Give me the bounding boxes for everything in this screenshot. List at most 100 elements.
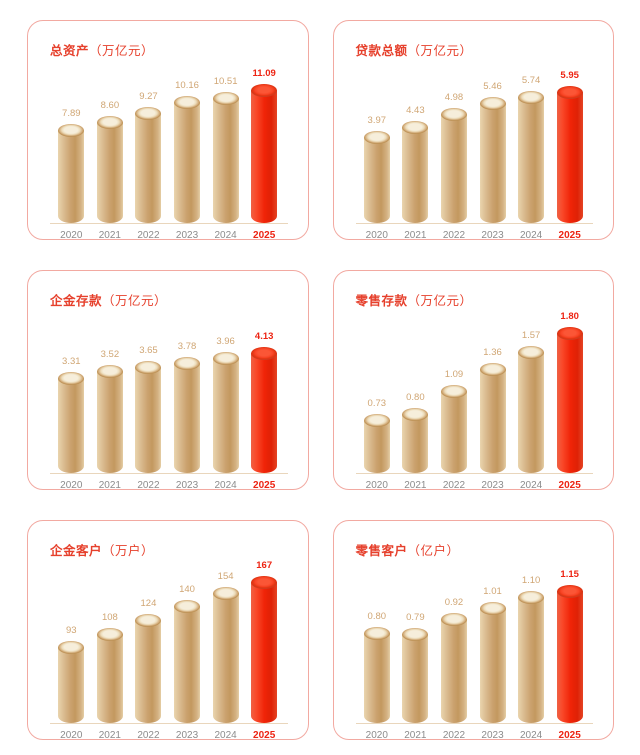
year-label: 2021 <box>404 730 427 740</box>
axis-line <box>355 723 593 724</box>
value-label: 3.31 <box>62 355 81 367</box>
year-label: 2022 <box>137 480 160 490</box>
cylinder-top <box>135 361 162 375</box>
year-label-highlight: 2025 <box>253 230 276 240</box>
value-label-highlight: 167 <box>256 559 273 571</box>
chart-title: 总资产（万亿元） <box>50 43 294 59</box>
value-label-highlight: 4.13 <box>254 330 274 342</box>
year-label: 2024 <box>214 230 237 240</box>
cylinder-top <box>518 591 545 604</box>
value-label: 10.16 <box>175 80 199 91</box>
bar-cylinder <box>58 371 85 473</box>
year-label: 2023 <box>175 480 199 490</box>
year-label: 2023 <box>481 730 504 740</box>
cylinder-top <box>518 90 545 104</box>
bar-cylinder <box>402 408 429 473</box>
value-label: 5.74 <box>521 74 541 86</box>
value-label: 0.92 <box>444 596 464 608</box>
bar-column: 1.01 <box>473 586 512 723</box>
value-label: 3.52 <box>100 349 120 361</box>
chart-title: 企金客户（万户） <box>50 543 294 559</box>
axis-line <box>50 223 288 224</box>
cylinder-body <box>440 114 467 223</box>
bar-column: 93 <box>52 625 91 723</box>
value-label: 3.78 <box>177 341 197 353</box>
value-label: 0.80 <box>367 611 387 622</box>
cylinder-body <box>96 371 123 473</box>
bar-column: 9.27 <box>129 91 168 223</box>
bar-cylinder <box>479 362 506 473</box>
value-label: 9.27 <box>139 91 158 103</box>
cylinder-body <box>363 419 390 473</box>
year-label: 2023 <box>481 480 504 490</box>
chart-title: 零售客户（亿户） <box>356 543 600 559</box>
bar-column: 3.52 <box>91 349 130 473</box>
chart-card: 企金存款（万亿元） 3.31 3.52 3.65 3.78 3.96 4.13 2020 2… <box>27 270 309 490</box>
charts-grid: 总资产（万亿元） 7.89 8.60 9.27 10.16 10.51 11.09 202… <box>27 20 614 740</box>
cylinder-body <box>251 90 278 223</box>
value-label: 154 <box>217 571 234 583</box>
year-label: 2021 <box>98 730 121 740</box>
bar-column: 10.51 <box>206 76 245 223</box>
cylinder-body <box>479 607 506 723</box>
bar-cylinder <box>174 599 201 723</box>
bar-cylinder <box>518 345 545 473</box>
cylinder-top <box>440 384 467 398</box>
bar-cylinder <box>174 357 201 473</box>
value-label: 0.73 <box>367 397 387 409</box>
cylinder-top <box>135 107 162 121</box>
cylinder-top <box>479 601 506 615</box>
value-label: 3.97 <box>367 115 387 127</box>
value-label: 0.79 <box>406 612 425 624</box>
bar-cylinder <box>212 351 239 473</box>
chart-title-unit: （万户） <box>102 544 155 558</box>
year-label-highlight: 2025 <box>558 730 581 740</box>
bar-column: 4.13 <box>245 331 284 473</box>
bar-cylinder-highlight <box>556 327 583 473</box>
bar-column: 0.80 <box>396 392 435 473</box>
year-label: 2022 <box>137 230 160 240</box>
bar-column: 5.95 <box>550 70 589 223</box>
bar-column: 108 <box>91 612 130 723</box>
year-label: 2024 <box>519 730 543 740</box>
chart-title-unit: （万亿元） <box>407 294 473 308</box>
value-label: 108 <box>101 611 118 623</box>
bar-cylinder <box>518 90 545 223</box>
value-label: 0.80 <box>406 392 425 404</box>
cylinder-body <box>212 97 239 223</box>
bar-cylinder <box>440 108 467 223</box>
cylinder-body <box>212 357 239 473</box>
chart-title-unit: （万亿元） <box>102 294 168 308</box>
cylinder-body <box>479 368 506 473</box>
plot-area: 93 108 124 140 154 167 <box>52 559 284 723</box>
year-label: 2022 <box>442 480 466 490</box>
cylinder-body <box>58 377 85 473</box>
year-label: 2020 <box>60 230 83 240</box>
value-label: 3.65 <box>139 345 158 357</box>
bar-cylinder <box>58 640 85 723</box>
value-label: 5.46 <box>483 81 502 92</box>
plot-area: 0.73 0.80 1.09 1.36 1.57 1.80 <box>358 309 590 473</box>
cylinder-body <box>58 646 85 723</box>
cylinder-top <box>440 612 467 626</box>
bar-column: 5.46 <box>473 81 512 223</box>
value-label: 1.09 <box>444 368 464 380</box>
bar-cylinder <box>135 361 162 473</box>
bar-cylinder <box>518 591 545 723</box>
cylinder-top <box>363 131 390 145</box>
bar-column: 10.16 <box>168 80 207 223</box>
year-label: 2020 <box>365 730 388 740</box>
cylinder-top <box>402 408 429 422</box>
x-axis-labels: 2020 2021 2022 2023 2024 2025 <box>358 474 590 490</box>
bar-cylinder <box>440 612 467 723</box>
bar-cylinder <box>212 587 239 723</box>
cylinder-body <box>135 367 162 473</box>
chart-title-name: 零售客户 <box>355 544 408 558</box>
bar-column: 5.74 <box>512 74 551 223</box>
bar-cylinder <box>96 365 123 473</box>
year-label: 2024 <box>519 480 543 490</box>
year-label: 2022 <box>442 230 466 240</box>
value-label: 124 <box>140 597 157 609</box>
value-label: 140 <box>179 583 195 595</box>
